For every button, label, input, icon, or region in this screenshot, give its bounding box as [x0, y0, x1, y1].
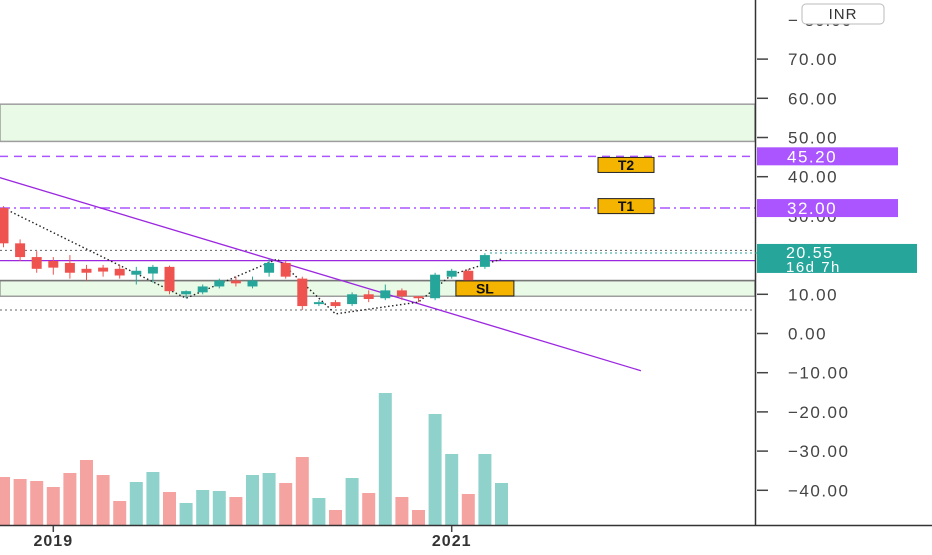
candle-body [396, 290, 407, 297]
target-price-label: 45.20 [787, 147, 837, 166]
target-price-tag [757, 147, 898, 166]
axis-tick-label: −30.00 [788, 442, 849, 461]
marker-box [597, 156, 655, 173]
volume-bar [329, 510, 342, 525]
candle-body [479, 255, 490, 267]
axis-tick-label: 60.00 [788, 89, 838, 108]
axis-tick-label: 70.00 [788, 50, 838, 69]
marker-label: T1 [618, 198, 635, 214]
candle-body [214, 280, 225, 287]
candle-body [131, 270, 142, 275]
volume-bar [196, 490, 210, 525]
time-axis-label: 2021 [432, 533, 472, 550]
zone-rect [0, 279, 756, 298]
countdown-label: 16d 7h [786, 259, 841, 276]
candle-body [330, 302, 341, 307]
target-price-label: 32.00 [787, 199, 837, 218]
volume-bar [129, 482, 143, 525]
volume-bar [30, 481, 44, 525]
candle-body [197, 286, 208, 293]
candle-body [413, 296, 424, 299]
volume-bar [246, 475, 259, 525]
volume-bar [262, 473, 276, 525]
currency-badge [801, 3, 885, 25]
candle-body [264, 262, 275, 273]
time-axis-label: 2019 [34, 533, 74, 550]
price-axis-background [756, 0, 932, 550]
volume-bar [212, 491, 226, 525]
volume-bar [46, 487, 60, 525]
candle-body [48, 260, 59, 268]
axis-tick-label: −20.00 [788, 403, 849, 422]
trendline [0, 176, 642, 372]
axis-tick-label: 50.00 [788, 129, 838, 148]
axis-tick-label: −10.00 [788, 364, 849, 383]
axis-tick-label: 0.00 [788, 325, 827, 344]
current-price-label: 20.55 [786, 245, 834, 262]
volume-bar [96, 475, 110, 525]
candle-body [15, 243, 26, 258]
volume-bar [445, 454, 459, 525]
volume-bar [312, 498, 326, 525]
volume-bar [478, 454, 492, 525]
marker-box [597, 198, 655, 215]
zone-rect [0, 103, 756, 143]
target-price-tag [757, 199, 898, 218]
candle-body [181, 291, 192, 295]
volume-bar [113, 501, 127, 525]
candle-body [347, 294, 358, 305]
volume-bar [412, 510, 425, 525]
volume-bar [163, 492, 176, 525]
candle-body [463, 270, 474, 281]
candle-body [446, 270, 457, 277]
candle-body [98, 267, 109, 272]
candle-body [147, 266, 158, 274]
volume-bar [13, 479, 27, 525]
volume-bar [229, 497, 243, 525]
volume-bar [146, 472, 160, 525]
candle-body [297, 278, 308, 307]
candle-body [430, 274, 441, 299]
volume-bar [395, 497, 409, 525]
candle-body [81, 268, 92, 273]
candle-body [230, 280, 241, 284]
candle-body [0, 208, 9, 244]
volume-bar [461, 494, 475, 525]
candle-body [64, 262, 75, 273]
candle-body [164, 266, 175, 292]
marker-box [455, 280, 515, 297]
current-price-tag [757, 243, 917, 273]
volume-bar [362, 493, 376, 525]
volume-bar [495, 483, 508, 525]
candle-body [31, 257, 42, 269]
volume-bar [345, 478, 359, 525]
volume-bar [378, 393, 392, 525]
currency-label: INR [829, 6, 858, 23]
volume-bar [63, 473, 77, 525]
candle-body [313, 302, 324, 305]
volume-bar [179, 503, 193, 525]
volume-bar [428, 414, 442, 525]
axis-tick-label: 10.00 [788, 285, 838, 304]
volume-bar [80, 460, 93, 525]
candle-body [280, 262, 291, 277]
marker-label: SL [476, 280, 494, 296]
candle-body [247, 280, 258, 287]
volume-bar [0, 477, 10, 525]
volume-bar [295, 457, 309, 525]
candle-body [114, 268, 125, 276]
axis-tick-label: 40.00 [788, 168, 838, 187]
marker-label: T2 [618, 157, 635, 173]
volume-bar [279, 483, 293, 525]
candle-body [380, 290, 391, 299]
candle-body [363, 294, 374, 300]
axis-tick-label: −40.00 [788, 481, 849, 500]
